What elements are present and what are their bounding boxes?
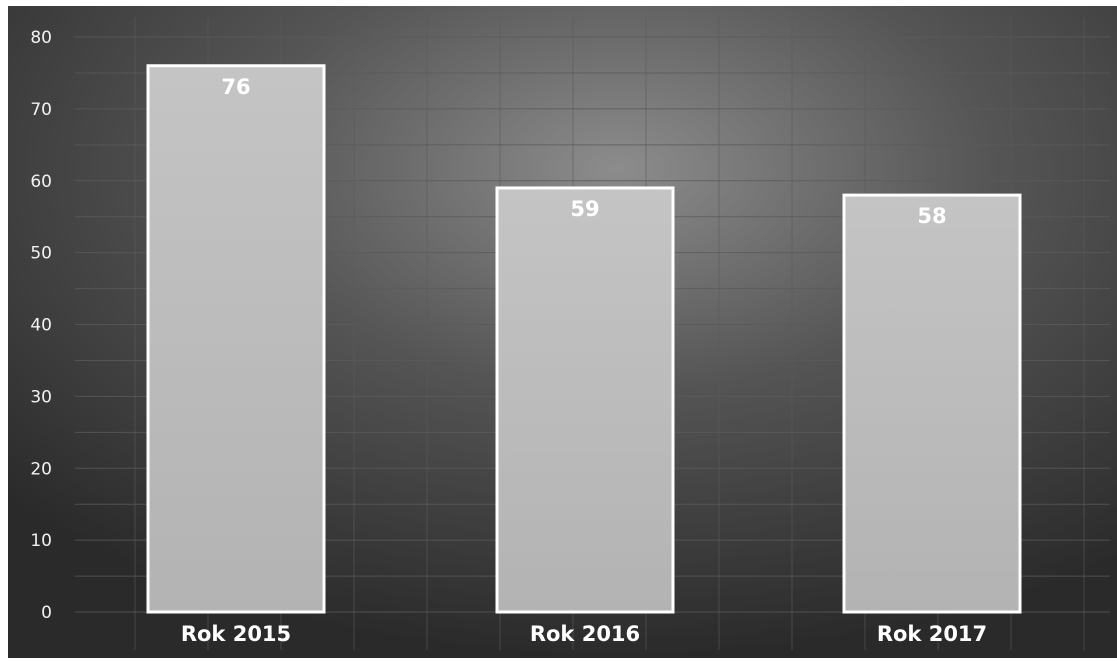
x-axis: Rok 2015 Rok 2016 Rok 2017 [181,622,987,646]
x-category-label: Rok 2017 [877,622,987,646]
x-category-label: Rok 2016 [530,622,640,646]
bar-value-label: 58 [917,204,946,228]
y-tick-label: 20 [30,459,52,479]
y-tick-label: 30 [30,387,52,407]
y-tick-label: 80 [30,28,52,48]
bar-value-label: 76 [221,75,250,99]
y-tick-label: 40 [30,316,52,336]
bar-value-label: 59 [570,197,599,221]
y-tick-label: 10 [30,531,52,551]
x-category-label: Rok 2015 [181,622,291,646]
y-tick-label: 70 [30,100,52,120]
y-tick-label: 0 [41,603,52,623]
y-tick-label: 50 [30,244,52,264]
bar [495,186,675,614]
y-tick-label: 60 [30,172,52,192]
bar [146,64,326,614]
data-labels: 76 59 58 [221,75,946,228]
y-axis: 0 10 20 30 40 50 60 70 80 [30,28,52,623]
bars [146,64,1022,614]
bar [842,193,1022,614]
